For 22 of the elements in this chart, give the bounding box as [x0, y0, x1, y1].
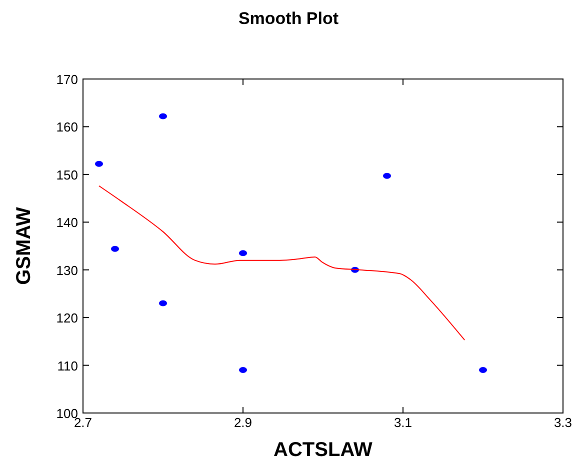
x-axis-title: ACTSLAW — [274, 439, 373, 460]
point — [239, 367, 247, 374]
point — [479, 367, 487, 374]
y-axis-title: GSMAW — [13, 206, 35, 285]
y-tick-label: 140 — [56, 215, 78, 230]
y-tick-label: 170 — [56, 72, 78, 87]
y-tick-label: 120 — [56, 310, 78, 326]
point — [383, 172, 391, 179]
point — [159, 113, 167, 120]
x-tick-label: 3.1 — [394, 415, 412, 430]
x-tick-label: 3.3 — [554, 415, 572, 430]
point — [111, 246, 119, 252]
y-tick-label: 150 — [56, 167, 78, 182]
y-tick-label: 130 — [56, 262, 78, 278]
point — [239, 250, 247, 256]
chart-title: Smooth Plot — [238, 9, 339, 28]
x-tick-label: 2.9 — [234, 415, 252, 430]
point — [159, 300, 167, 306]
y-tick-label: 110 — [57, 358, 78, 374]
y-tick-label: 160 — [56, 120, 78, 135]
point — [95, 160, 103, 167]
line-series — [98, 185, 466, 340]
